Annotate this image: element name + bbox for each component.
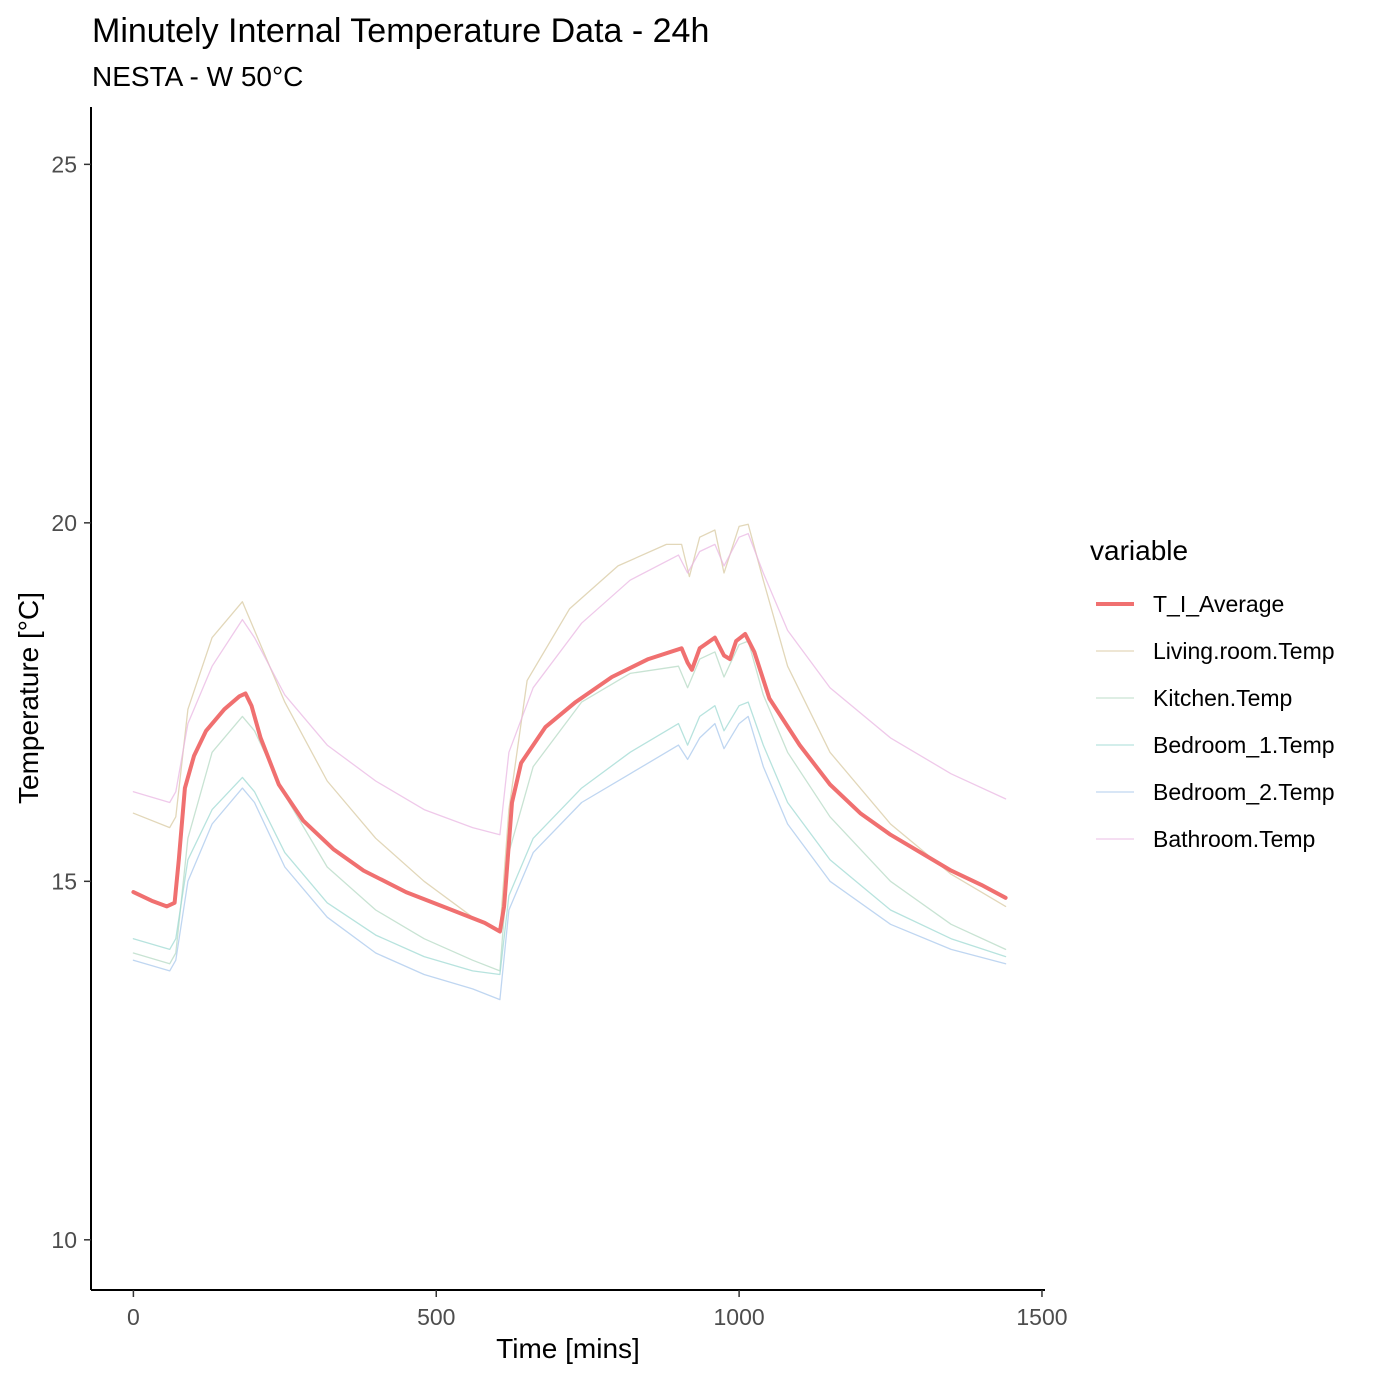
legend-items: T_I_Average Living.room.Temp Kitchen.Temp B… (1096, 591, 1335, 852)
legend-label: Bedroom_2.Temp (1153, 779, 1335, 805)
y-ticks: 10 15 20 25 (51, 151, 91, 1253)
plot-lines (131, 523, 1008, 1001)
legend-label: Bathroom.Temp (1153, 826, 1315, 852)
x-tick-label: 500 (417, 1304, 455, 1330)
y-tick-label: 10 (51, 1227, 77, 1253)
x-tick-label: 1000 (714, 1304, 765, 1330)
series-line-bedroom-2-temp (132, 715, 1007, 1001)
series-line-bathroom-temp (132, 532, 1007, 836)
y-axis-label: Temperature [°C] (13, 592, 44, 804)
series-line-kitchen-temp (132, 640, 1007, 972)
legend-label: Living.room.Temp (1153, 638, 1335, 664)
y-tick-label: 25 (51, 151, 77, 177)
series-line-t-i-average (131, 632, 1008, 934)
y-tick-label: 20 (51, 510, 77, 536)
legend-label: Bedroom_1.Temp (1153, 732, 1335, 758)
chart-title: Minutely Internal Temperature Data - 24h (92, 12, 709, 50)
y-tick-label: 15 (51, 868, 77, 894)
series-line-bedroom-1-temp (132, 701, 1007, 976)
chart-subtitle: NESTA - W 50°C (92, 61, 303, 92)
series-line-living-room-temp (132, 523, 1007, 933)
x-ticks: 0 500 1000 1500 (127, 1290, 1068, 1330)
legend-title: variable (1090, 535, 1188, 566)
legend-label: Kitchen.Temp (1153, 685, 1292, 711)
x-tick-label: 0 (127, 1304, 140, 1330)
legend-label: T_I_Average (1153, 591, 1284, 617)
legend: variable T_I_Average Living.room.Temp Kitc… (1090, 535, 1335, 852)
x-axis-label: Time [mins] (496, 1333, 640, 1364)
x-tick-label: 1500 (1016, 1304, 1067, 1330)
